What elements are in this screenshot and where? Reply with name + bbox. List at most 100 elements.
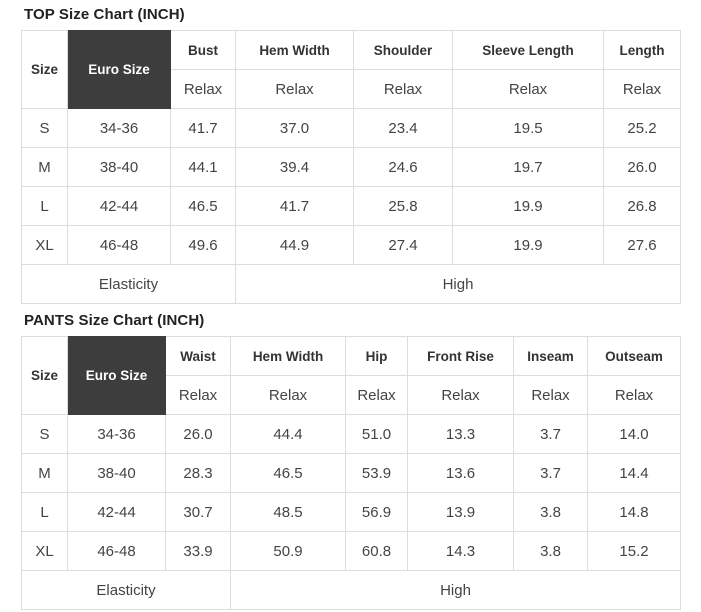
table-row: XL 46-48 33.9 50.9 60.8 14.3 3.8 15.2 <box>21 531 681 571</box>
value-cell: 26.0 <box>165 414 231 454</box>
table-row: L 42-44 30.7 48.5 56.9 13.9 3.8 14.8 <box>21 492 681 532</box>
fit-cell: Relax <box>353 69 453 109</box>
value-cell: 13.6 <box>407 453 514 493</box>
value-cell: 3.7 <box>513 453 588 493</box>
size-cell: M <box>21 147 68 187</box>
euro-size-cell: 38-40 <box>67 453 166 493</box>
euro-size-cell: 34-36 <box>67 108 171 148</box>
size-cell: M <box>21 453 68 493</box>
value-cell: 19.5 <box>452 108 604 148</box>
elasticity-value-cell: High <box>230 570 681 610</box>
fit-row: Relax Relax Relax Relax Relax Relax <box>22 375 681 415</box>
size-cell: S <box>21 414 68 454</box>
elasticity-label-cell: Elasticity <box>21 570 231 610</box>
value-cell: 39.4 <box>235 147 354 187</box>
measurement-header: Outseam <box>587 336 681 376</box>
measurement-header: Shoulder <box>353 30 453 70</box>
size-cell: L <box>21 186 68 226</box>
value-cell: 27.4 <box>353 225 453 265</box>
value-cell: 19.7 <box>452 147 604 187</box>
value-cell: 13.9 <box>407 492 514 532</box>
fit-cell: Relax <box>407 375 514 415</box>
value-cell: 19.9 <box>452 186 604 226</box>
fit-cell: Relax <box>513 375 588 415</box>
header-row: Size Euro Size Waist Hem Width Hip Front Rise… <box>21 336 681 415</box>
chart-title: PANTS Size Chart (INCH) <box>24 312 205 329</box>
measurement-header: Front Rise <box>407 336 514 376</box>
fit-cell: Relax <box>587 375 681 415</box>
value-cell: 41.7 <box>235 186 354 226</box>
size-chart-section: PANTS Size Chart (INCH) Size Euro Size Wais… <box>0 312 701 610</box>
value-cell: 28.3 <box>165 453 231 493</box>
value-cell: 53.9 <box>345 453 408 493</box>
size-cell: XL <box>21 531 68 571</box>
value-cell: 44.4 <box>230 414 346 454</box>
fit-cell: Relax <box>170 69 236 109</box>
table-row: S 34-36 41.7 37.0 23.4 19.5 25.2 <box>21 108 681 148</box>
elasticity-value-cell: High <box>235 264 681 304</box>
size-chart-section: TOP Size Chart (INCH) Size Euro Size Bust He… <box>0 6 701 304</box>
size-cell: S <box>21 108 68 148</box>
euro-size-cell: 34-36 <box>67 414 166 454</box>
value-cell: 14.3 <box>407 531 514 571</box>
table-row: L 42-44 46.5 41.7 25.8 19.9 26.8 <box>21 186 681 226</box>
measurement-header: Sleeve Length <box>452 30 604 70</box>
value-cell: 3.7 <box>513 414 588 454</box>
value-cell: 14.8 <box>587 492 681 532</box>
euro-size-cell: 46-48 <box>67 225 171 265</box>
fit-cell: Relax <box>230 375 346 415</box>
fit-cell: Relax <box>165 375 231 415</box>
size-cell: XL <box>21 225 68 265</box>
euro-size-col-header: Euro Size <box>67 336 166 415</box>
measurement-header: Bust <box>170 30 236 70</box>
measurement-header: Hem Width <box>230 336 346 376</box>
value-cell: 3.8 <box>513 531 588 571</box>
table-row: M 38-40 44.1 39.4 24.6 19.7 26.0 <box>21 147 681 187</box>
fit-cell: Relax <box>235 69 354 109</box>
footer-row: Elasticity High <box>21 570 681 610</box>
measurement-header: Hem Width <box>235 30 354 70</box>
elasticity-label-cell: Elasticity <box>21 264 236 304</box>
measurement-header: Inseam <box>513 336 588 376</box>
value-cell: 49.6 <box>170 225 236 265</box>
value-cell: 33.9 <box>165 531 231 571</box>
value-cell: 26.8 <box>603 186 681 226</box>
value-cell: 25.8 <box>353 186 453 226</box>
value-cell: 26.0 <box>603 147 681 187</box>
header-row: Size Euro Size Bust Hem Width Shoulder Sleeve… <box>21 30 681 109</box>
table-row: M 38-40 28.3 46.5 53.9 13.6 3.7 14.4 <box>21 453 681 493</box>
value-cell: 44.1 <box>170 147 236 187</box>
euro-size-cell: 46-48 <box>67 531 166 571</box>
value-cell: 46.5 <box>170 186 236 226</box>
size-chart-table: Size Euro Size Waist Hem Width Hip Front Rise… <box>21 336 681 610</box>
measurement-header: Length <box>603 30 681 70</box>
value-cell: 24.6 <box>353 147 453 187</box>
value-cell: 30.7 <box>165 492 231 532</box>
value-cell: 19.9 <box>452 225 604 265</box>
footer-row: Elasticity High <box>21 264 681 304</box>
euro-size-cell: 42-44 <box>67 492 166 532</box>
value-cell: 51.0 <box>345 414 408 454</box>
value-cell: 25.2 <box>603 108 681 148</box>
value-cell: 56.9 <box>345 492 408 532</box>
value-cell: 23.4 <box>353 108 453 148</box>
value-cell: 50.9 <box>230 531 346 571</box>
fit-row: Relax Relax Relax Relax Relax <box>22 69 681 109</box>
value-cell: 41.7 <box>170 108 236 148</box>
size-col-header: Size <box>21 30 68 109</box>
value-cell: 44.9 <box>235 225 354 265</box>
value-cell: 46.5 <box>230 453 346 493</box>
size-chart-table: Size Euro Size Bust Hem Width Shoulder Sleeve… <box>21 30 681 304</box>
value-cell: 3.8 <box>513 492 588 532</box>
value-cell: 27.6 <box>603 225 681 265</box>
value-cell: 15.2 <box>587 531 681 571</box>
euro-size-col-header: Euro Size <box>67 30 171 109</box>
size-cell: L <box>21 492 68 532</box>
value-cell: 48.5 <box>230 492 346 532</box>
euro-size-cell: 38-40 <box>67 147 171 187</box>
fit-cell: Relax <box>452 69 604 109</box>
value-cell: 13.3 <box>407 414 514 454</box>
fit-cell: Relax <box>603 69 681 109</box>
size-charts: TOP Size Chart (INCH) Size Euro Size Bust He… <box>0 6 701 610</box>
value-cell: 37.0 <box>235 108 354 148</box>
